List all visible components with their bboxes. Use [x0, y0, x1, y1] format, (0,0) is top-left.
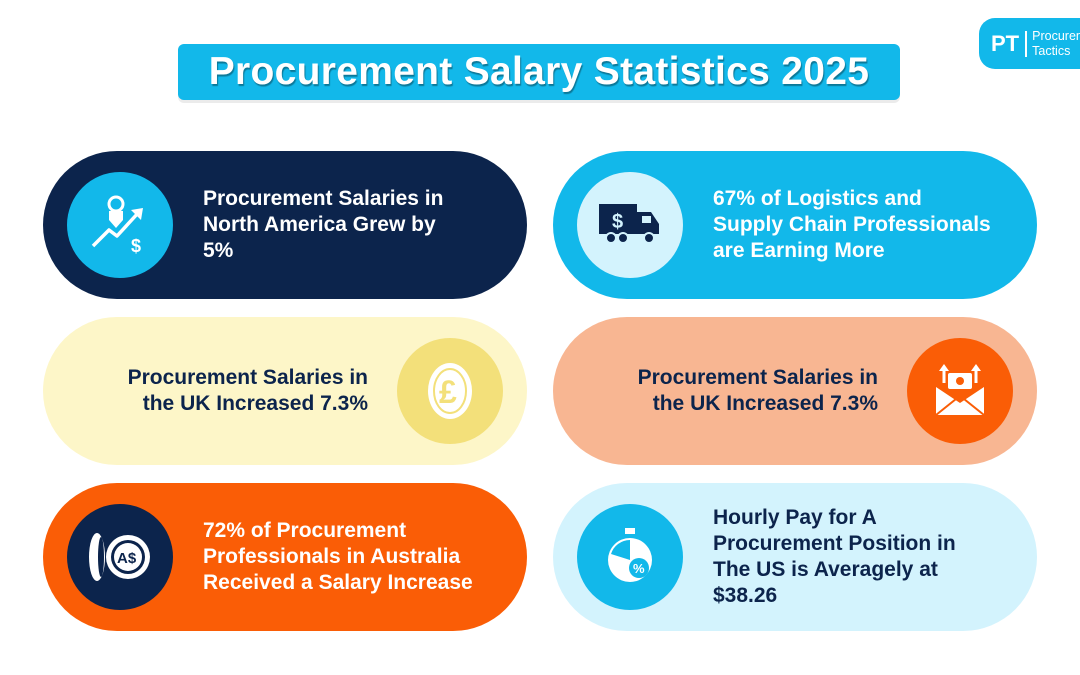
svg-text:%: % [633, 561, 645, 576]
icon-circle: $ [577, 172, 683, 278]
page-title: Procurement Salary Statistics 2025 [208, 50, 870, 93]
stat-text: Procurement Salaries in North America Gr… [203, 187, 444, 262]
stat-card-hourly-pay: % Hourly Pay for A Procurement Position … [553, 483, 1037, 631]
pound-coin-icon: £ [428, 363, 472, 419]
logo-line-1: Procurement [1032, 28, 1080, 43]
svg-text:A$: A$ [117, 550, 137, 567]
stat-card-north-america: $ Procurement Salaries in North America … [43, 151, 527, 299]
stat-text: 72% of Procurement Professionals in Aust… [203, 519, 473, 594]
stat-text: 67% of Logistics and Supply Chain Profes… [713, 187, 991, 262]
title-banner: Procurement Salary Statistics 2025 [178, 44, 900, 100]
logo-mark: PT [991, 30, 1028, 57]
svg-text:£: £ [439, 374, 457, 410]
stat-text: Procurement Salaries in the UK Increased… [637, 366, 878, 415]
icon-circle: A$ [67, 504, 173, 610]
money-truck-icon: $ [599, 204, 659, 244]
stat-text: Hourly Pay for A Procurement Position in… [713, 506, 956, 607]
svg-text:$: $ [612, 211, 623, 233]
stopwatch-percent-icon: % [608, 528, 652, 582]
stat-card-australia: A$ 72% of Procurement Professionals in A… [43, 483, 527, 631]
icon-circle: $ [67, 172, 173, 278]
icon-circle [907, 338, 1013, 444]
icon-circle: £ [397, 338, 503, 444]
logo-line-2: Tactics [1032, 43, 1071, 58]
stat-text: Procurement Salaries in the UK Increased… [127, 366, 368, 415]
icon-circle: % [577, 504, 683, 610]
brand-logo: PT Procurement Tactics [979, 18, 1080, 69]
stat-card-logistics: $ 67% of Logistics and Supply Chain Prof… [553, 151, 1037, 299]
stat-card-uk-2: Procurement Salaries in the UK Increased… [553, 317, 1037, 465]
stat-card-uk-1: Procurement Salaries in the UK Increased… [43, 317, 527, 465]
money-envelope-icon [935, 364, 985, 416]
aud-coins-icon: A$ [89, 533, 150, 581]
salary-growth-icon: $ [91, 195, 143, 256]
logo-wordmark: Procurement Tactics [1032, 29, 1080, 59]
svg-text:$: $ [131, 236, 141, 256]
